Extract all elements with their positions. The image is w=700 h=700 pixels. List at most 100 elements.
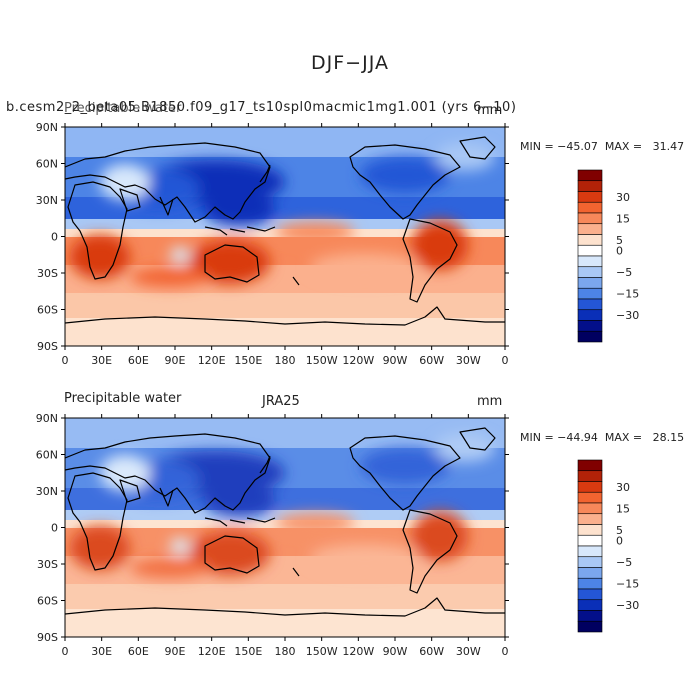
colorbar-swatch — [577, 277, 603, 289]
colorbar-swatch — [577, 588, 603, 601]
colorbar-swatch — [577, 470, 603, 482]
x-tick-label: 180 — [275, 645, 296, 658]
colorbar-label: 15 — [616, 212, 630, 225]
colorbar-swatch — [577, 556, 603, 568]
y-tick-label: 60S — [37, 304, 58, 317]
colorbar-swatch — [577, 524, 603, 536]
x-tick-label: 0 — [62, 354, 69, 367]
colorbar-label: −15 — [616, 578, 639, 591]
colorbar-swatch — [577, 255, 603, 268]
y-tick-label: 30S — [37, 267, 58, 280]
x-tick-label: 90E — [165, 645, 186, 658]
panel-2-units: mm — [477, 394, 503, 409]
colorbar-label: 30 — [616, 481, 630, 494]
x-tick-label: 120E — [198, 645, 226, 658]
colorbar-1: 30 15 50 −5 −15 −30 — [577, 169, 639, 343]
colorbar-swatch — [577, 545, 603, 558]
panel-1-case-name: b.cesm2_2_beta05.B1850.f09_g17_ts10spl0m… — [6, 100, 517, 115]
y-tick-label: 60N — [36, 449, 58, 462]
x-tick-label: 0 — [62, 645, 69, 658]
colorbar-swatch — [577, 459, 603, 472]
colorbar-label: 30 — [616, 191, 630, 204]
colorbar-swatch — [577, 191, 603, 203]
colorbar-swatch — [577, 491, 603, 504]
colorbar-swatch — [577, 212, 603, 225]
panel-1-variable-label: Precipitable water — [64, 101, 182, 116]
x-tick-label: 90E — [165, 354, 186, 367]
x-tick-label: 60W — [419, 354, 444, 367]
colorbar-swatch — [577, 620, 603, 633]
colorbar-label: 5 — [616, 234, 623, 247]
figure-title: DJF−JJA — [311, 52, 389, 74]
colorbar-label: −15 — [616, 288, 639, 301]
x-tick-label: 150W — [306, 645, 338, 658]
colorbar-swatch — [577, 610, 603, 622]
y-tick-label: 90S — [37, 340, 58, 353]
x-tick-label: 60W — [419, 645, 444, 658]
x-tick-label: 150E — [234, 354, 262, 367]
x-tick-label: 30E — [91, 354, 112, 367]
colorbar-swatch — [577, 567, 603, 579]
colorbar-label: −30 — [616, 599, 639, 612]
colorbar-swatch — [577, 502, 603, 515]
x-tick-label: 90W — [383, 354, 408, 367]
colorbar-label: 0 — [616, 535, 623, 548]
x-tick-label: 120W — [342, 354, 374, 367]
y-tick-label: 0 — [51, 231, 58, 244]
x-tick-label: 30W — [456, 645, 481, 658]
panel-2-dataset-label: JRA25 — [262, 394, 300, 409]
colorbar-label: 5 — [616, 524, 623, 537]
y-tick-label: 0 — [51, 522, 58, 535]
colorbar-swatch — [577, 266, 603, 278]
y-tick-label: 90N — [36, 412, 58, 425]
x-tick-label: 0 — [502, 645, 509, 658]
x-tick-label: 90W — [383, 645, 408, 658]
colorbar-label: −5 — [616, 266, 632, 279]
colorbar-swatch — [577, 169, 603, 182]
x-tick-label: 0 — [502, 354, 509, 367]
colorbar-swatch — [577, 244, 603, 257]
colorbar-label: −5 — [616, 556, 632, 569]
x-tick-label: 30W — [456, 354, 481, 367]
panel-2-map — [64, 417, 506, 638]
colorbar-label: 0 — [616, 245, 623, 258]
colorbar-swatch — [577, 298, 603, 311]
y-tick-label: 90S — [37, 631, 58, 644]
x-tick-label: 30E — [91, 645, 112, 658]
colorbar-swatch — [577, 330, 603, 343]
y-tick-label: 60N — [36, 158, 58, 171]
colorbar-label: −30 — [616, 309, 639, 322]
x-tick-label: 180 — [275, 354, 296, 367]
panel-2-variable-label: Precipitable water — [64, 391, 182, 406]
y-tick-label: 30N — [36, 485, 58, 498]
x-tick-label: 60E — [128, 354, 149, 367]
x-tick-label: 120W — [342, 645, 374, 658]
y-tick-label: 30S — [37, 558, 58, 571]
colorbar-swatch — [577, 534, 603, 547]
colorbar-swatch — [577, 309, 603, 321]
colorbar-swatch — [577, 201, 603, 214]
colorbar-swatch — [577, 320, 603, 332]
y-tick-label: 30N — [36, 194, 58, 207]
colorbar-swatch — [577, 180, 603, 192]
y-tick-label: 60S — [37, 595, 58, 608]
x-tick-label: 150E — [234, 645, 262, 658]
colorbar-2: 30 15 50 −5 −15 −30 — [577, 459, 639, 633]
panel-1-min-max: MIN = −45.07 MAX = 31.47 — [520, 140, 685, 153]
colorbar-swatch — [577, 513, 603, 525]
colorbar-swatch — [577, 577, 603, 590]
y-tick-label: 90N — [36, 121, 58, 134]
colorbar-swatch — [577, 599, 603, 611]
panel-2-min-max: MIN = −44.94 MAX = 28.15 — [520, 431, 685, 444]
x-tick-label: 120E — [198, 354, 226, 367]
colorbar-swatch — [577, 234, 603, 246]
x-tick-label: 60E — [128, 645, 149, 658]
colorbar-swatch — [577, 287, 603, 300]
colorbar-label: 15 — [616, 502, 630, 515]
colorbar-swatch — [577, 223, 603, 235]
panel-1-units: mm — [477, 103, 503, 118]
colorbar-swatch — [577, 481, 603, 493]
panel-1-map — [64, 126, 506, 347]
x-tick-label: 150W — [306, 354, 338, 367]
